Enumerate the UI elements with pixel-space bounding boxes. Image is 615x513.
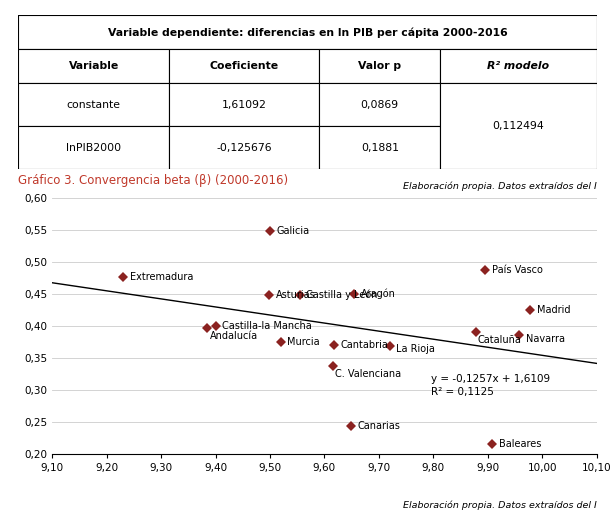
- Text: Asturias: Asturias: [276, 290, 315, 300]
- Text: y = -0,1257x + 1,6109: y = -0,1257x + 1,6109: [430, 374, 550, 384]
- Text: Gráfico 3. Convergencia beta (β) (2000-2016): Gráfico 3. Convergencia beta (β) (2000-2…: [18, 174, 288, 187]
- Text: Galicia: Galicia: [277, 227, 309, 236]
- Text: Elaboración propia. Datos extraídos del I: Elaboración propia. Datos extraídos del …: [403, 501, 597, 510]
- Text: Andalucía: Andalucía: [210, 331, 258, 341]
- Text: Canarias: Canarias: [357, 421, 400, 431]
- Text: País Vasco: País Vasco: [491, 265, 542, 275]
- Text: Cantabria: Cantabria: [341, 340, 389, 350]
- Text: lnPIB2000: lnPIB2000: [66, 143, 121, 153]
- Bar: [18, 49, 169, 83]
- Text: Baleares: Baleares: [499, 440, 541, 449]
- Text: Variable dependiente: diferencias en ln PIB per cápita 2000-2016: Variable dependiente: diferencias en ln …: [108, 27, 507, 37]
- Bar: [319, 83, 440, 126]
- Text: 0,0869: 0,0869: [361, 100, 399, 110]
- Text: 0,112494: 0,112494: [493, 121, 544, 131]
- Text: Valor p: Valor p: [358, 61, 402, 71]
- Text: Extremadura: Extremadura: [130, 272, 193, 282]
- Text: Murcia: Murcia: [287, 337, 320, 347]
- Text: La Rioja: La Rioja: [396, 344, 435, 354]
- Bar: [440, 83, 597, 169]
- Text: Navarra: Navarra: [526, 333, 565, 344]
- Bar: [169, 83, 319, 126]
- Text: Madrid: Madrid: [537, 305, 570, 314]
- Bar: [18, 15, 597, 49]
- Text: -0,125676: -0,125676: [216, 143, 272, 153]
- Bar: [319, 126, 440, 169]
- Text: 0,1881: 0,1881: [361, 143, 399, 153]
- Text: Cataluña: Cataluña: [477, 335, 522, 345]
- Text: Castilla-la Mancha: Castilla-la Mancha: [222, 321, 312, 331]
- Text: constante: constante: [66, 100, 121, 110]
- Bar: [18, 126, 169, 169]
- Bar: [169, 126, 319, 169]
- Text: Castilla y León: Castilla y León: [306, 290, 378, 300]
- Text: R² = 0,1125: R² = 0,1125: [430, 387, 493, 397]
- Bar: [440, 49, 597, 83]
- Text: Aragón: Aragón: [361, 288, 396, 299]
- Text: Coeficiente: Coeficiente: [209, 61, 279, 71]
- Bar: [169, 49, 319, 83]
- Bar: [319, 49, 440, 83]
- Text: R² modelo: R² modelo: [488, 61, 550, 71]
- Text: Variable: Variable: [68, 61, 119, 71]
- Text: C. Valenciana: C. Valenciana: [335, 369, 402, 380]
- Text: Elaboración propia. Datos extraídos del I: Elaboración propia. Datos extraídos del …: [403, 182, 597, 191]
- Bar: [18, 83, 169, 126]
- Text: 1,61092: 1,61092: [221, 100, 266, 110]
